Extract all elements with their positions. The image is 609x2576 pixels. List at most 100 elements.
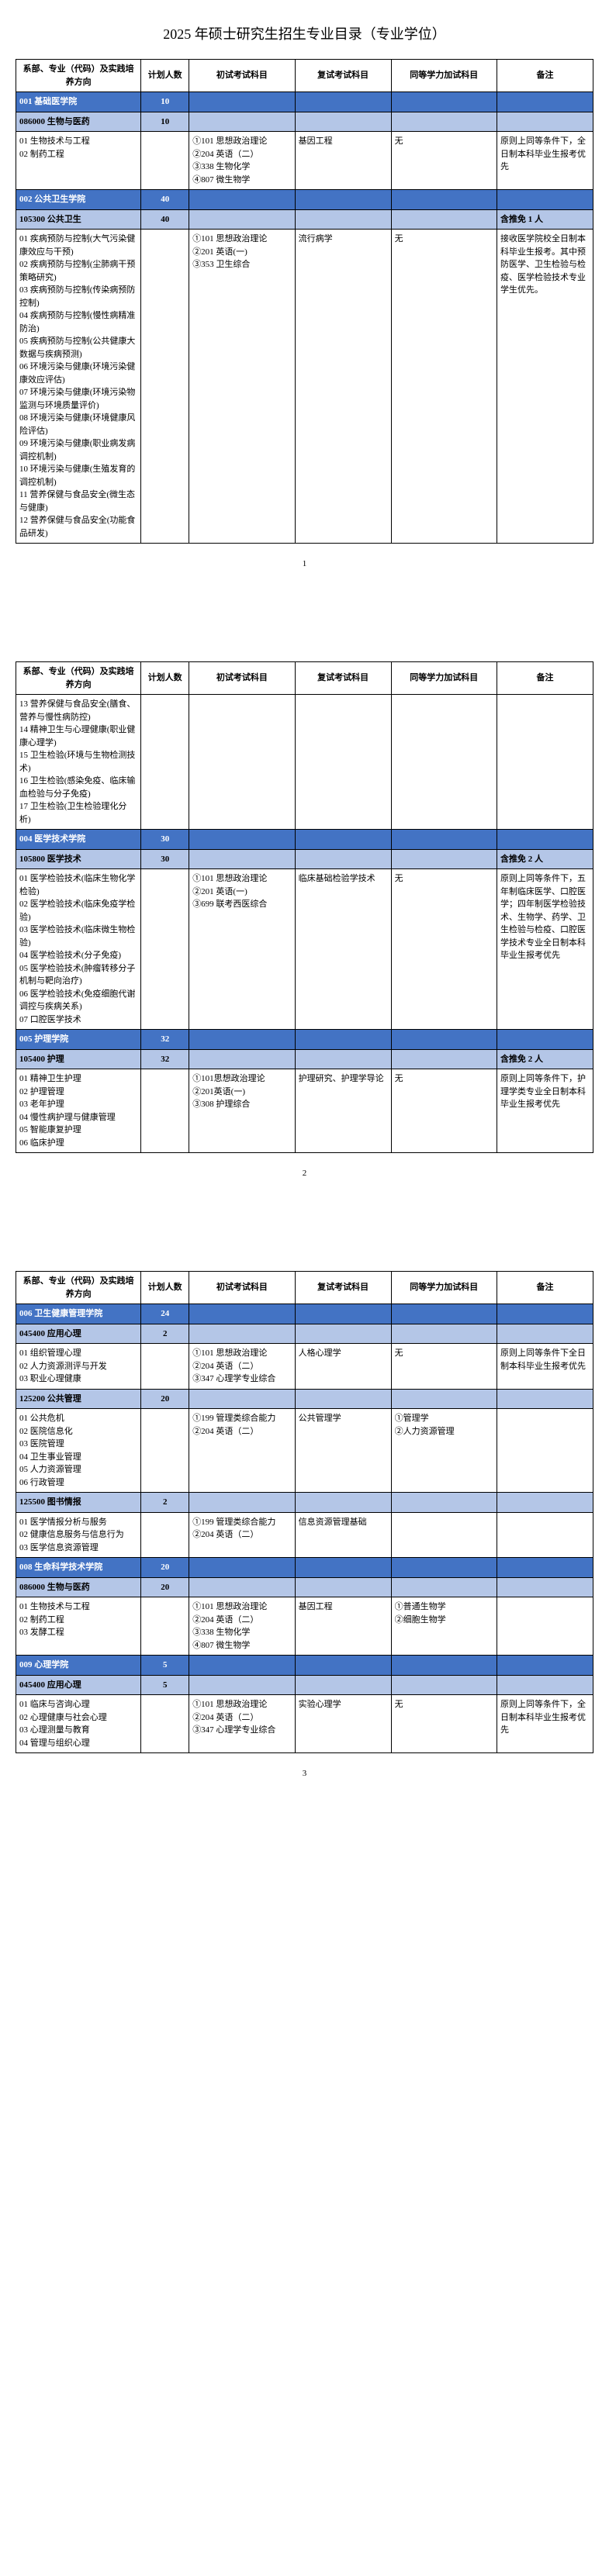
table-cell <box>391 1389 497 1409</box>
table-cell <box>497 1512 593 1558</box>
table-cell <box>189 209 295 230</box>
table-cell <box>497 830 593 850</box>
table-cell <box>391 1493 497 1513</box>
table-cell: ①管理学 ②人力资源管理 <box>391 1409 497 1493</box>
page-title: 2025 年硕士研究生招生专业目录（专业学位） <box>16 23 593 43</box>
table-cell: 2 <box>141 1324 189 1344</box>
table-cell <box>295 1558 391 1578</box>
table-cell: 20 <box>141 1558 189 1578</box>
header-exam2: 复试考试科目 <box>295 1272 391 1304</box>
table-cell <box>295 92 391 112</box>
table-cell: 原则上同等条件下，五年制临床医学、口腔医学；四年制医学检验技术、生物学、药学、卫… <box>497 869 593 1030</box>
table-cell: 009 心理学院 <box>16 1656 141 1676</box>
table-cell <box>295 830 391 850</box>
table-cell: 005 护理学院 <box>16 1030 141 1050</box>
table-cell: 01 组织管理心理 02 人力资源测评与开发 03 职业心理健康 <box>16 1344 141 1390</box>
table-cell <box>295 1656 391 1676</box>
table-cell: ①199 管理类综合能力 ②204 英语（二） <box>189 1512 295 1558</box>
header-note: 备注 <box>497 60 593 92</box>
table-cell <box>497 1577 593 1597</box>
page-3: 系部、专业（代码）及实践培养方向 计划人数 初试考试科目 复试考试科目 同等学力… <box>0 1271 609 1778</box>
table-cell <box>497 1558 593 1578</box>
table-cell <box>295 1049 391 1069</box>
table-cell <box>189 1304 295 1324</box>
table-header: 系部、专业（代码）及实践培养方向 计划人数 初试考试科目 复试考试科目 同等学力… <box>16 60 593 92</box>
table-cell <box>295 1304 391 1324</box>
table-cell <box>391 1049 497 1069</box>
table-row: 009 心理学院5 <box>16 1656 593 1676</box>
table-cell <box>295 695 391 830</box>
table-cell: 原则上同等条件下，全日制本科毕业生报考优先 <box>497 132 593 190</box>
table-cell: 105300 公共卫生 <box>16 209 141 230</box>
table-cell <box>141 1069 189 1153</box>
table-cell <box>497 1389 593 1409</box>
table-cell <box>141 1597 189 1656</box>
header-exam1: 初试考试科目 <box>189 662 295 695</box>
table-row: 002 公共卫生学院40 <box>16 190 593 210</box>
table-cell <box>391 1577 497 1597</box>
header-dept: 系部、专业（代码）及实践培养方向 <box>16 1272 141 1304</box>
table-cell: 接收医学院校全日制本科毕业生报考。其中预防医学、卫生检验与检疫、医学检验技术专业… <box>497 230 593 544</box>
table-cell <box>497 1675 593 1695</box>
page-number-1: 1 <box>16 559 593 568</box>
table-cell <box>497 1324 593 1344</box>
table-cell <box>391 1558 497 1578</box>
table-cell: 实验心理学 <box>295 1695 391 1753</box>
table-row: 125200 公共管理20 <box>16 1389 593 1409</box>
table-cell: 含推免 2 人 <box>497 1049 593 1069</box>
table-cell <box>189 92 295 112</box>
header-exam2: 复试考试科目 <box>295 662 391 695</box>
page-1: 2025 年硕士研究生招生专业目录（专业学位） 系部、专业（代码）及实践培养方向… <box>0 23 609 568</box>
table-cell <box>189 1389 295 1409</box>
table-cell: 原则上同等条件下全日制本科毕业生报考优先 <box>497 1344 593 1390</box>
header-extra: 同等学力加试科目 <box>391 662 497 695</box>
table-cell <box>189 830 295 850</box>
table-cell: 01 精神卫生护理 02 护理管理 03 老年护理 04 慢性病护理与健康管理 … <box>16 1069 141 1153</box>
table-row: 01 生物技术与工程 02 制药工程①101 思想政治理论 ②204 英语（二）… <box>16 132 593 190</box>
table-cell <box>189 1656 295 1676</box>
table-cell <box>391 1675 497 1695</box>
table-cell: ①普通生物学 ②细胞生物学 <box>391 1597 497 1656</box>
table-row: 086000 生物与医药10 <box>16 112 593 132</box>
table-cell <box>497 112 593 132</box>
table-cell <box>189 1049 295 1069</box>
table-row: 105400 护理32含推免 2 人 <box>16 1049 593 1069</box>
table-cell: ①101思想政治理论 ②201英语(一) ③308 护理综合 <box>189 1069 295 1153</box>
table-cell: ①199 管理类综合能力 ②204 英语（二） <box>189 1409 295 1493</box>
table-cell <box>295 1577 391 1597</box>
table-cell: 无 <box>391 1344 497 1390</box>
table-row: 01 组织管理心理 02 人力资源测评与开发 03 职业心理健康①101 思想政… <box>16 1344 593 1390</box>
table-cell <box>295 209 391 230</box>
table-cell: 13 营养保健与食品安全(膳食、营养与慢性病防控) 14 精神卫生与心理健康(职… <box>16 695 141 830</box>
table-cell: 008 生命科学技术学院 <box>16 1558 141 1578</box>
table-cell: 086000 生物与医药 <box>16 1577 141 1597</box>
table-cell: 01 生物技术与工程 02 制药工程 <box>16 132 141 190</box>
table-row: 006 卫生健康管理学院24 <box>16 1304 593 1324</box>
table-cell <box>391 92 497 112</box>
header-num: 计划人数 <box>141 662 189 695</box>
table-cell <box>141 695 189 830</box>
table-cell <box>391 112 497 132</box>
table-cell <box>189 695 295 830</box>
table-cell: 01 公共危机 02 医院信息化 03 医院管理 04 卫生事业管理 05 人力… <box>16 1409 141 1493</box>
table-cell <box>189 849 295 869</box>
table-cell: 32 <box>141 1049 189 1069</box>
header-dept: 系部、专业（代码）及实践培养方向 <box>16 662 141 695</box>
table-cell: 01 生物技术与工程 02 制药工程 03 发酵工程 <box>16 1597 141 1656</box>
table-cell: 人格心理学 <box>295 1344 391 1390</box>
table-row: 004 医学技术学院30 <box>16 830 593 850</box>
table-cell: 125500 图书情报 <box>16 1493 141 1513</box>
table-cell: 30 <box>141 849 189 869</box>
table-cell: 10 <box>141 92 189 112</box>
table-cell <box>391 1512 497 1558</box>
table-cell <box>497 695 593 830</box>
table-row: 045400 应用心理2 <box>16 1324 593 1344</box>
table-cell <box>391 1030 497 1050</box>
table-row: 01 生物技术与工程 02 制药工程 03 发酵工程①101 思想政治理论 ②2… <box>16 1597 593 1656</box>
table-cell <box>497 1597 593 1656</box>
table-cell: 基因工程 <box>295 132 391 190</box>
table-cell: 20 <box>141 1389 189 1409</box>
table-cell <box>189 1577 295 1597</box>
page-2: 系部、专业（代码）及实践培养方向 计划人数 初试考试科目 复试考试科目 同等学力… <box>0 661 609 1178</box>
table-cell <box>189 1558 295 1578</box>
